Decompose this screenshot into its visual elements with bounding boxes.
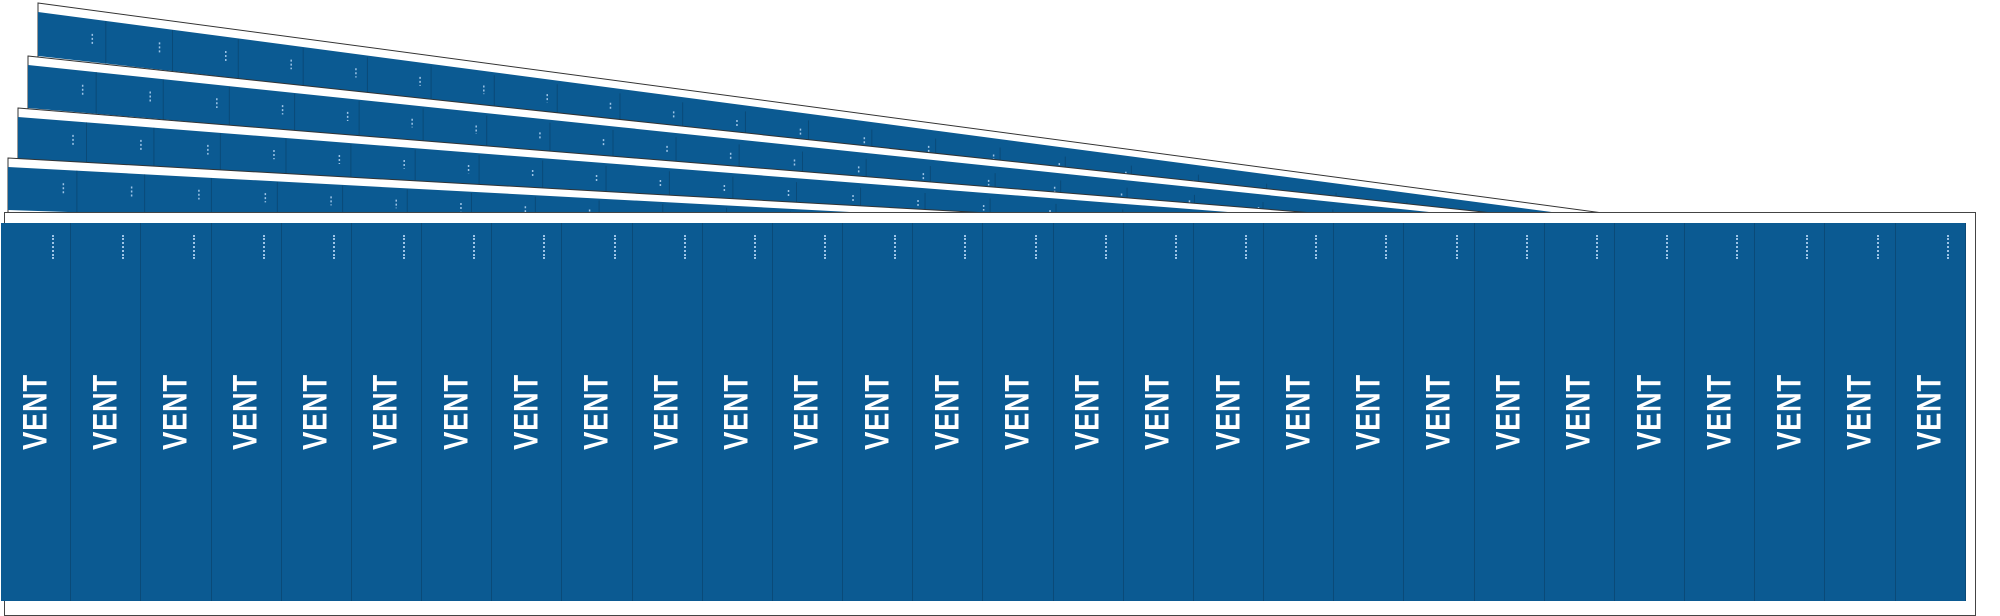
fine-print (753, 235, 758, 259)
fine-print (613, 235, 618, 259)
vent-text: VENT (1700, 374, 1739, 450)
vent-label: VENT (422, 223, 493, 601)
fine-print (1876, 235, 1881, 259)
vent-text: VENT (1770, 374, 1809, 450)
fine-print (1104, 235, 1109, 259)
vent-label: VENT (913, 223, 984, 601)
vent-label: VENT (1755, 223, 1826, 601)
vent-label: VENT (1685, 223, 1756, 601)
vent-text: VENT (507, 374, 546, 450)
vent-label: VENT (1404, 223, 1475, 601)
vent-text: VENT (1489, 374, 1528, 450)
fine-print (1245, 235, 1249, 259)
fine-print (262, 235, 267, 259)
vent-text: VENT (858, 374, 897, 450)
vent-label: VENT (1264, 223, 1335, 601)
fine-print (1525, 235, 1530, 259)
fine-print (543, 235, 547, 259)
vent-text: VENT (1068, 374, 1107, 450)
fine-print (1666, 235, 1670, 259)
fine-print (1034, 235, 1039, 259)
vent-label: VENT (141, 223, 212, 601)
vent-text: VENT (647, 374, 686, 450)
fine-print (122, 235, 126, 259)
vent-text: VENT (787, 374, 826, 450)
vent-label: VENT (1054, 223, 1124, 601)
vent-text: VENT (296, 374, 335, 450)
vent-label: VENT (492, 223, 563, 601)
fine-print (894, 235, 898, 259)
vent-label: VENT (1896, 223, 1966, 601)
vent-text: VENT (1209, 374, 1247, 450)
fine-print (683, 235, 688, 259)
fine-print (1595, 235, 1600, 259)
vent-label: VENT (773, 223, 844, 601)
vent-text: VENT (1910, 374, 1949, 450)
vent-text: VENT (1419, 374, 1458, 450)
fine-print (1385, 235, 1389, 259)
fine-print (1806, 235, 1810, 259)
fine-print (403, 235, 407, 259)
vent-text: VENT (1559, 374, 1598, 450)
vent-text: VENT (1138, 374, 1177, 450)
vent-text: VENT (998, 374, 1037, 450)
vent-label: VENT (1545, 223, 1615, 601)
vent-label: VENT (1194, 223, 1265, 601)
vent-text: VENT (1279, 374, 1318, 450)
vent-label: VENT (1475, 223, 1545, 601)
vent-text: VENT (577, 374, 616, 450)
fine-print (1455, 235, 1460, 259)
vent-label: VENT (1825, 223, 1896, 601)
vent-label: VENT (1334, 223, 1405, 601)
fine-print (473, 235, 477, 259)
vent-label: VENT (1615, 223, 1686, 601)
fine-print (1736, 235, 1740, 259)
fine-print (332, 235, 337, 259)
fine-print (964, 235, 968, 259)
vent-text: VENT (717, 374, 756, 450)
vent-label: VENT (562, 223, 633, 601)
vent-text: VENT (86, 374, 125, 450)
vent-text: VENT (1840, 374, 1879, 450)
fine-print (1946, 235, 1951, 259)
marker-strip: VENT VENT VENT VENT VENT VENT VENT VENT VENT VENT… (1, 223, 1966, 601)
vent-text: VENT (156, 374, 195, 450)
vent-text: VENT (437, 374, 476, 450)
fine-print (1315, 235, 1319, 259)
fine-print (52, 235, 56, 259)
vent-label: VENT (282, 223, 352, 601)
front-marker-card: VENT VENT VENT VENT VENT VENT VENT VENT VENT VENT… (1, 212, 1976, 616)
back-marker-strip (38, 12, 1953, 270)
vent-label: VENT (1, 223, 72, 601)
vent-label: VENT (1124, 223, 1194, 601)
vent-label: VENT (843, 223, 914, 601)
vent-label: VENT (633, 223, 703, 601)
vent-text: VENT (1349, 374, 1388, 450)
vent-label: VENT (71, 223, 142, 601)
vent-text: VENT (366, 374, 405, 450)
vent-label: VENT (212, 223, 282, 601)
vent-text: VENT (226, 374, 265, 450)
vent-text: VENT (928, 374, 967, 450)
vent-label: VENT (703, 223, 773, 601)
vent-text: VENT (16, 374, 55, 450)
fine-print (1174, 235, 1179, 259)
vent-label: VENT (983, 223, 1054, 601)
fine-print (824, 235, 828, 259)
vent-text: VENT (1630, 374, 1669, 450)
vent-label: VENT (352, 223, 423, 601)
fine-print (192, 235, 197, 259)
